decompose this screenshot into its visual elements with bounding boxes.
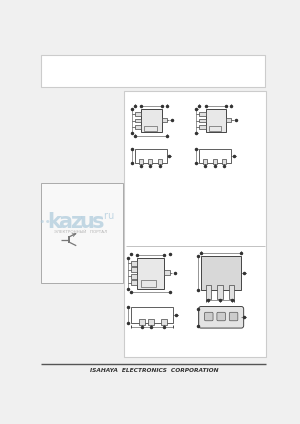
Bar: [209, 126, 221, 131]
FancyBboxPatch shape: [205, 312, 213, 321]
Text: .ru: .ru: [101, 212, 115, 221]
Bar: [131, 261, 137, 266]
Bar: [161, 319, 167, 325]
Bar: [206, 109, 226, 132]
Bar: [229, 285, 234, 299]
Bar: [222, 159, 226, 164]
Bar: [200, 112, 206, 116]
Bar: [148, 159, 152, 164]
Text: u: u: [80, 212, 94, 232]
Bar: [135, 125, 141, 128]
Bar: [161, 118, 167, 122]
Text: k: k: [48, 212, 62, 232]
Bar: [41, 55, 265, 87]
Bar: [158, 159, 161, 164]
Text: z: z: [70, 212, 82, 232]
Bar: [131, 280, 137, 285]
Bar: [124, 91, 266, 357]
Text: ••: ••: [39, 217, 52, 227]
Bar: [206, 285, 211, 299]
Bar: [135, 149, 167, 163]
Bar: [200, 125, 206, 128]
Bar: [139, 319, 145, 325]
Bar: [148, 319, 154, 325]
Bar: [135, 112, 141, 116]
FancyBboxPatch shape: [199, 307, 244, 328]
Text: a: a: [58, 212, 72, 232]
Text: ЭЛЕКТРОННЫЙ   ПОРТАЛ: ЭЛЕКТРОННЫЙ ПОРТАЛ: [54, 230, 107, 234]
Bar: [139, 159, 143, 164]
Bar: [200, 119, 206, 123]
Bar: [200, 149, 231, 163]
Text: s: s: [92, 212, 104, 232]
Bar: [217, 285, 223, 299]
Bar: [135, 119, 141, 123]
Bar: [131, 307, 173, 323]
Text: ISAHAYA  ELECTRONICS  CORPORATION: ISAHAYA ELECTRONICS CORPORATION: [89, 368, 218, 373]
FancyBboxPatch shape: [229, 312, 238, 321]
Bar: [41, 183, 123, 283]
Bar: [131, 274, 137, 279]
Bar: [131, 267, 137, 272]
FancyBboxPatch shape: [217, 312, 225, 321]
Bar: [141, 279, 156, 287]
Bar: [203, 159, 207, 164]
Bar: [201, 256, 241, 290]
Bar: [145, 126, 157, 131]
Bar: [164, 271, 170, 275]
Bar: [226, 118, 231, 122]
Bar: [137, 258, 164, 289]
Bar: [213, 159, 217, 164]
Bar: [141, 109, 161, 132]
